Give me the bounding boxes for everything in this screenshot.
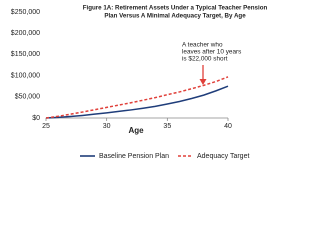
- chart: Figure 1A: Retirement Assets Under a Typ…: [11, 5, 268, 160]
- annotation: A teacher who: [182, 42, 223, 49]
- y-tick-label: $0: [32, 115, 40, 122]
- annotation: is $22,000 short: [182, 56, 228, 63]
- series-line: [45, 85, 229, 119]
- x-tick-label: 40: [224, 123, 232, 130]
- series-line: [45, 76, 229, 119]
- x-tick-label: 30: [103, 123, 111, 130]
- chart-title: Plan Versus A Minimal Adequacy Target, B…: [104, 13, 246, 20]
- legend-label: Adequacy Target: [197, 153, 249, 160]
- y-tick-label: $200,000: [11, 30, 40, 37]
- y-tick-label: $50,000: [15, 94, 40, 101]
- x-tick-label: 25: [42, 123, 50, 130]
- x-tick-label: 35: [163, 123, 171, 130]
- y-tick-label: $100,000: [11, 72, 40, 79]
- x-axis-label: Age: [128, 126, 144, 135]
- legend-label: Baseline Pension Plan: [99, 153, 169, 160]
- y-tick-label: $150,000: [11, 51, 40, 58]
- y-tick-label: $250,000: [11, 9, 40, 16]
- annotation-arrow-head: [199, 79, 207, 85]
- annotation: leaves after 10 years: [182, 49, 241, 56]
- chart-title: Figure 1A: Retirement Assets Under a Typ…: [83, 5, 268, 12]
